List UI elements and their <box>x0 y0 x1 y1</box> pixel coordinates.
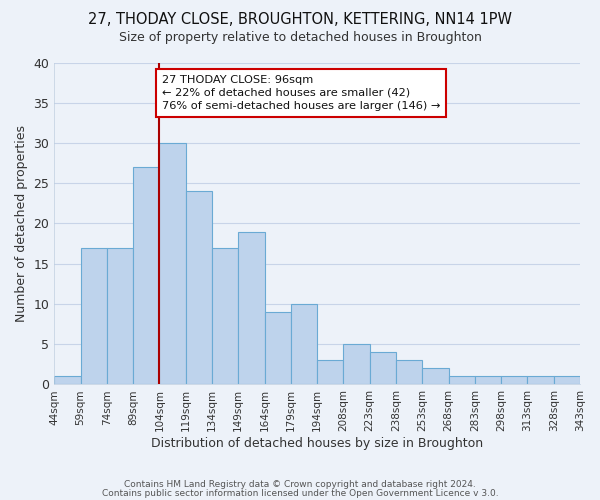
Text: 27 THODAY CLOSE: 96sqm
← 22% of detached houses are smaller (42)
76% of semi-det: 27 THODAY CLOSE: 96sqm ← 22% of detached… <box>162 74 440 111</box>
Bar <box>107 248 133 384</box>
Y-axis label: Number of detached properties: Number of detached properties <box>15 125 28 322</box>
Bar <box>554 376 580 384</box>
Text: Contains public sector information licensed under the Open Government Licence v : Contains public sector information licen… <box>101 488 499 498</box>
Text: Size of property relative to detached houses in Broughton: Size of property relative to detached ho… <box>119 31 481 44</box>
Bar <box>186 192 212 384</box>
Bar <box>527 376 554 384</box>
Bar <box>80 248 107 384</box>
Bar <box>370 352 396 384</box>
Bar <box>449 376 475 384</box>
Bar <box>475 376 501 384</box>
Bar <box>422 368 449 384</box>
Bar <box>291 304 317 384</box>
Bar <box>317 360 343 384</box>
Bar <box>160 143 186 384</box>
Bar <box>501 376 527 384</box>
Bar <box>396 360 422 384</box>
Bar <box>133 167 160 384</box>
Bar <box>238 232 265 384</box>
Text: Contains HM Land Registry data © Crown copyright and database right 2024.: Contains HM Land Registry data © Crown c… <box>124 480 476 489</box>
X-axis label: Distribution of detached houses by size in Broughton: Distribution of detached houses by size … <box>151 437 483 450</box>
Bar <box>54 376 80 384</box>
Bar <box>265 312 291 384</box>
Text: 27, THODAY CLOSE, BROUGHTON, KETTERING, NN14 1PW: 27, THODAY CLOSE, BROUGHTON, KETTERING, … <box>88 12 512 28</box>
Bar <box>212 248 238 384</box>
Bar <box>343 344 370 385</box>
